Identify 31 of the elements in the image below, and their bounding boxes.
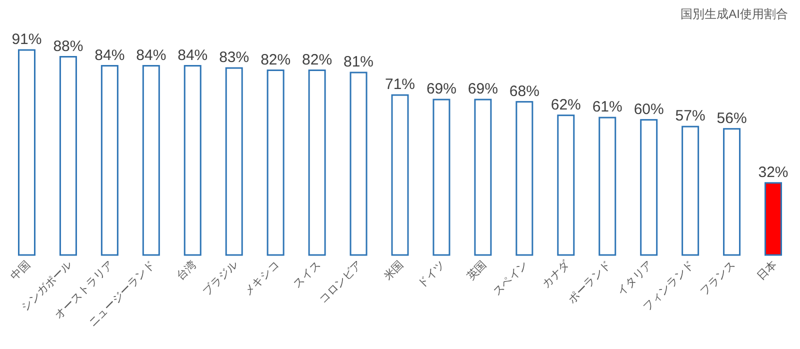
x-tick-label: 米国 [381,258,406,283]
data-label: 91% [12,31,42,48]
data-label: 61% [592,98,622,116]
data-label: 57% [675,108,706,125]
x-tick-label: スペイン [490,258,531,298]
x-tick-label: ブラジル [200,258,240,298]
x-tick-label: 英国 [464,258,490,283]
data-label: 82% [260,51,291,68]
data-label: 82% [302,51,332,68]
data-label: 69% [426,80,456,98]
x-tick-label: フランス [698,258,738,298]
x-tick-label: 中国 [8,258,33,283]
data-label: 88% [53,38,84,55]
data-label: 71% [384,76,416,94]
x-tick-label: ドイツ [416,258,448,290]
data-label: 62% [550,96,581,114]
x-tick-label: メキシコ [242,258,282,298]
x-tick-label: 台湾 [174,258,199,283]
data-label: 83% [219,49,250,66]
x-tick-label: イタリア [615,258,655,298]
data-label: 56% [716,110,747,127]
data-label: 84% [94,46,125,64]
data-label: 84% [178,46,208,64]
data-label: 69% [468,80,498,98]
x-tick-label: 日本 [754,258,780,283]
data-label: 60% [634,100,664,118]
data-label: 68% [509,82,540,100]
data-label: 84% [136,46,166,64]
data-label: 32% [758,164,788,181]
data-label: 81% [344,54,374,71]
title: 国別生成AI使用割合 [680,7,788,21]
